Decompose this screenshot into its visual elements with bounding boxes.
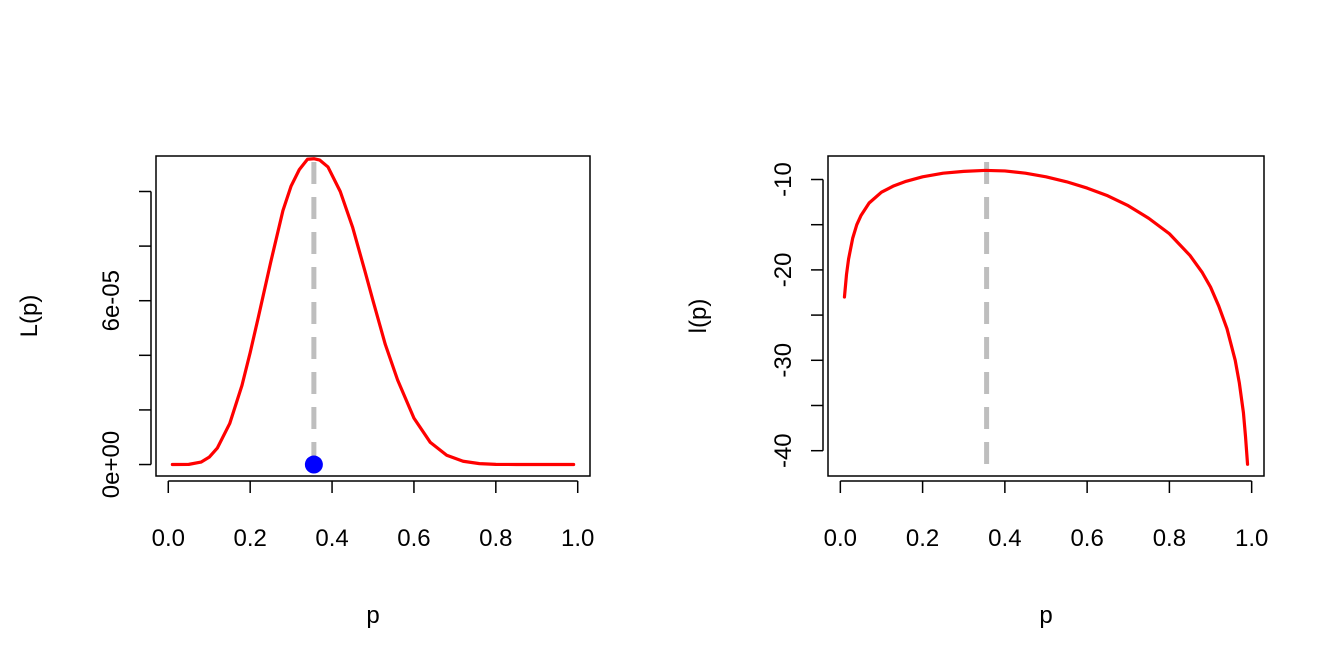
loglik-y-tick-label: -10 [770, 162, 797, 197]
likelihood-x-axis-label: p [366, 602, 379, 629]
loglik-x-tick-label: 0.2 [906, 525, 939, 552]
loglik-curve [842, 168, 1250, 466]
loglik-x-axis: 0.0 0.2 0.4 0.6 0.8 1.0 [824, 480, 1268, 552]
loglik-y-tick-label: -20 [770, 253, 797, 288]
likelihood-x-tick-label: 1.0 [561, 525, 594, 552]
loglik-plot-region [842, 162, 1250, 476]
likelihood-x-tick-label: 0.8 [479, 525, 512, 552]
likelihood-mle-point [304, 455, 323, 474]
loglik-panel: 0.0 0.2 0.4 0.6 0.8 1.0 -40 -30 -20 -10 p l(p) [685, 155, 1268, 629]
loglik-y-tick-label: -40 [770, 433, 797, 468]
likelihood-x-tick-label: 0.4 [315, 525, 348, 552]
likelihood-plot-region [170, 157, 576, 476]
likelihood-y-tick-label: 0e+00 [98, 431, 125, 498]
loglik-y-axis: -40 -30 -20 -10 [770, 162, 824, 468]
loglik-y-tick-label: -30 [770, 343, 797, 378]
loglik-x-tick-label: 0.8 [1153, 525, 1186, 552]
loglik-plot-box [827, 155, 1265, 477]
loglik-y-axis-label: l(p) [685, 299, 712, 334]
likelihood-y-axis-label: L(p) [16, 295, 43, 338]
loglik-x-axis-label: p [1039, 602, 1052, 629]
loglik-x-tick-label: 0.6 [1070, 525, 1103, 552]
loglik-x-tick-label: 0.0 [824, 525, 857, 552]
likelihood-curve [170, 157, 576, 467]
likelihood-panel: 0.0 0.2 0.4 0.6 0.8 1.0 0e+00 6e-05 p L(p) [16, 155, 594, 629]
likelihood-x-axis: 0.0 0.2 0.4 0.6 0.8 1.0 [152, 480, 594, 552]
likelihood-y-axis: 0e+00 6e-05 [98, 190, 152, 498]
likelihood-x-tick-label: 0.0 [152, 525, 185, 552]
likelihood-x-tick-label: 0.6 [397, 525, 430, 552]
likelihood-y-tick-label: 6e-05 [98, 270, 125, 331]
loglik-x-tick-label: 0.4 [988, 525, 1021, 552]
loglik-x-tick-label: 1.0 [1235, 525, 1268, 552]
likelihood-plot-box [155, 155, 591, 477]
likelihood-x-tick-label: 0.2 [233, 525, 266, 552]
